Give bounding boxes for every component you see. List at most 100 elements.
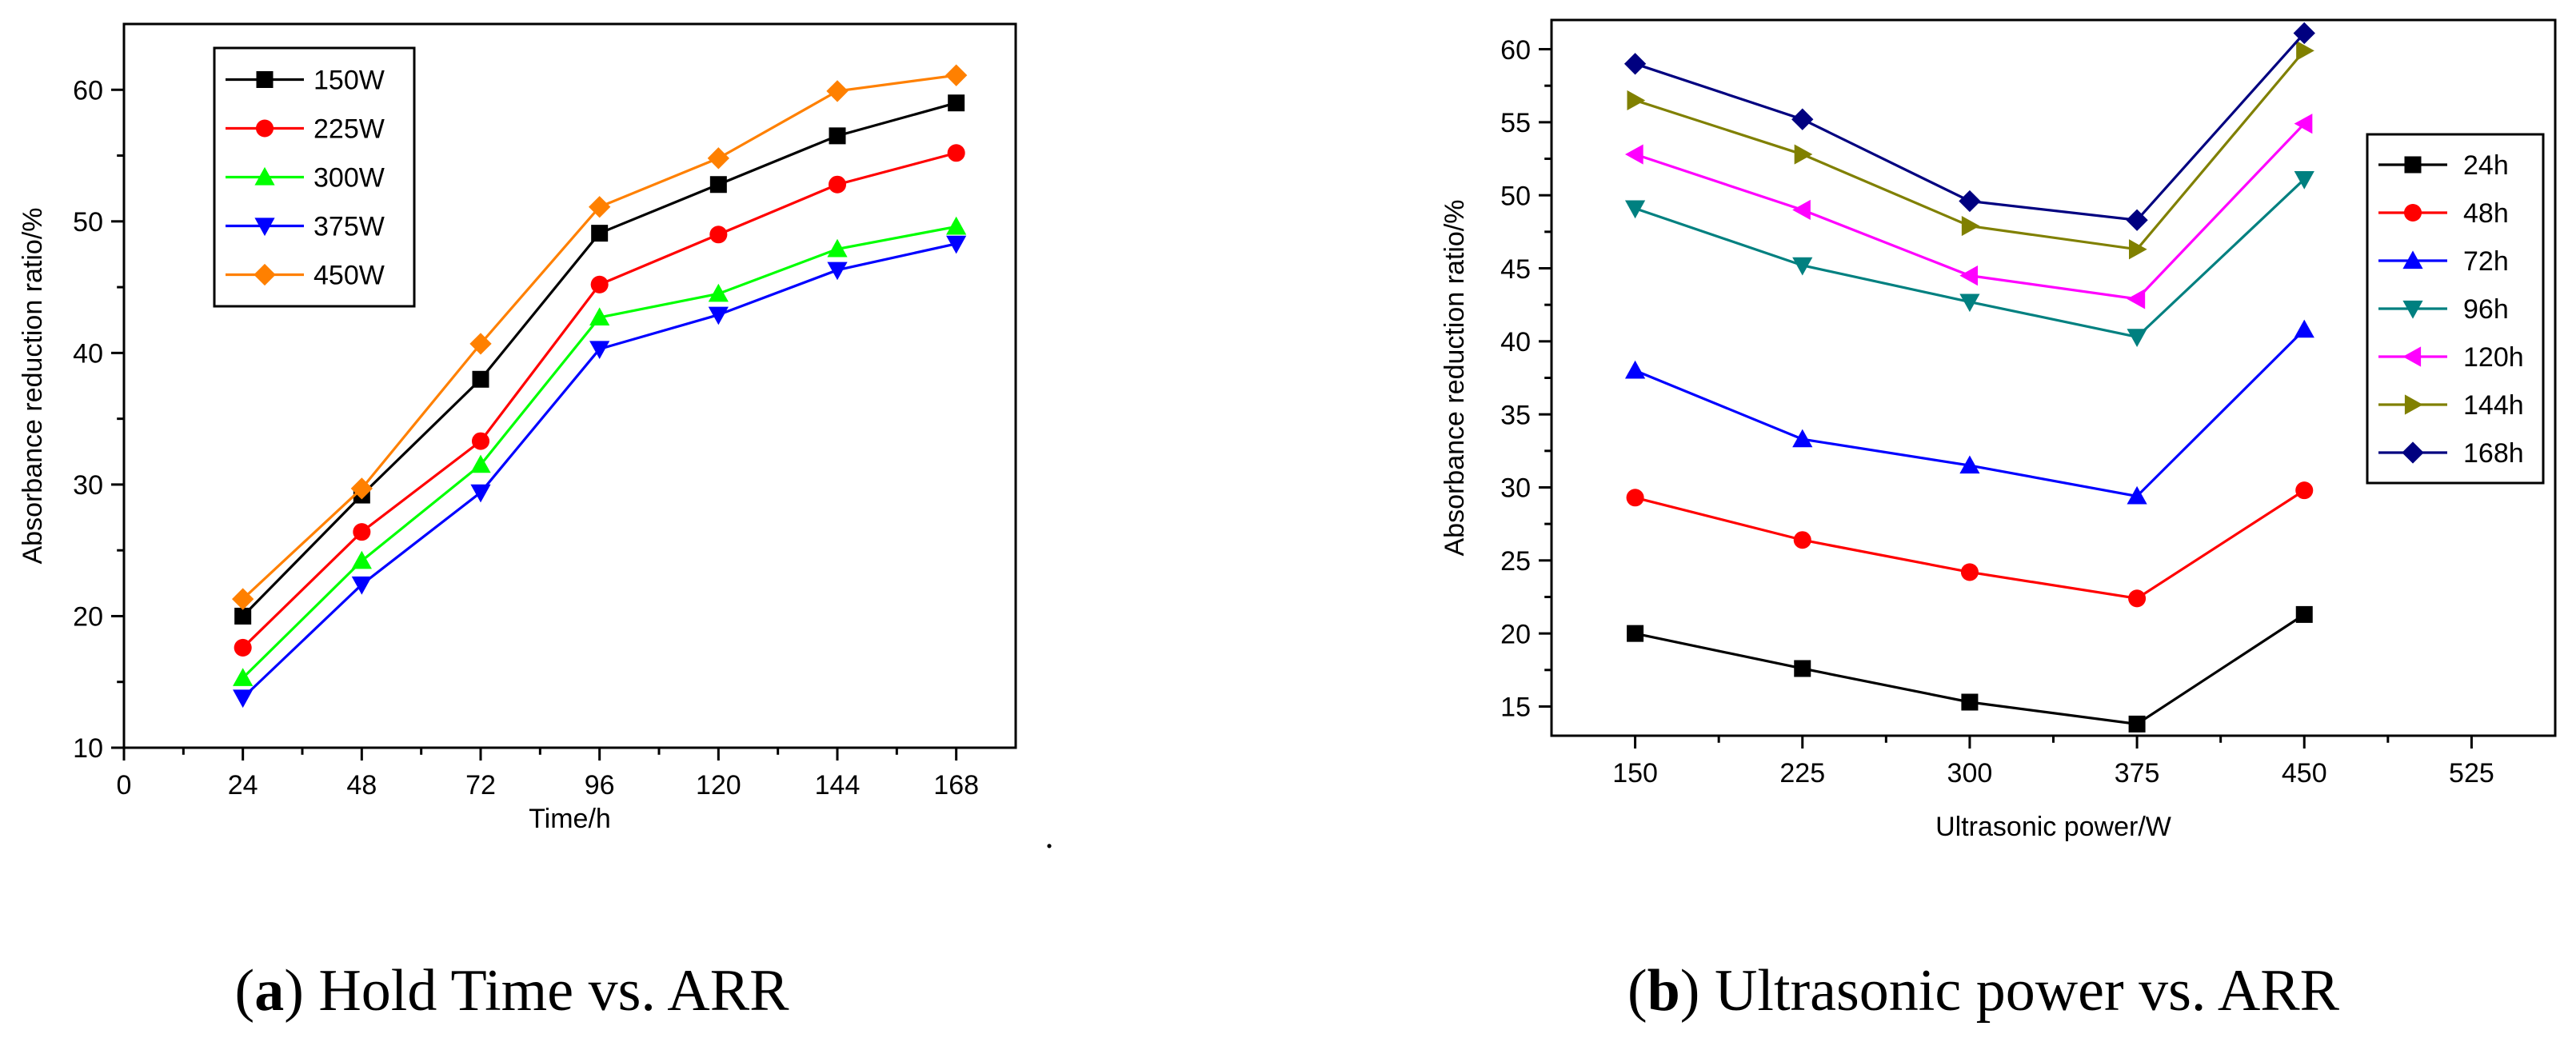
- legend-marker: [2403, 203, 2422, 222]
- x-tick-label: 144: [815, 770, 861, 800]
- data-point: [1627, 90, 1646, 111]
- data-point: [1959, 190, 1981, 213]
- x-tick-label: 72: [465, 770, 496, 800]
- data-point: [234, 638, 252, 657]
- legend-item-300W: 300W: [226, 163, 385, 194]
- data-point: [233, 689, 254, 709]
- legend-item-72h: 72h: [2378, 246, 2509, 277]
- data-point: [1624, 200, 1646, 219]
- caption-b-text: Ultrasonic power vs. ARR: [1715, 958, 2340, 1024]
- legend-label: 150W: [314, 66, 385, 96]
- x-tick-label: 0: [117, 770, 132, 800]
- legend-marker: [2404, 394, 2423, 415]
- series-225W: [234, 144, 965, 657]
- x-tick-label: 120: [696, 770, 741, 800]
- data-point: [948, 94, 965, 112]
- data-point: [2128, 715, 2146, 733]
- data-point: [589, 307, 610, 326]
- legend-label: 72h: [2463, 246, 2509, 277]
- data-point: [2129, 239, 2147, 260]
- data-point: [2127, 485, 2147, 505]
- series-96h: [1624, 171, 2314, 347]
- legend-marker: [254, 218, 275, 237]
- series-375W: [233, 235, 967, 709]
- data-point: [589, 341, 610, 360]
- legend-item-96h: 96h: [2378, 294, 2509, 325]
- data-point: [591, 225, 609, 242]
- legend-label: 225W: [314, 114, 385, 145]
- data-point: [708, 283, 729, 302]
- y-tick-label: 15: [1500, 693, 1531, 723]
- x-tick-label: 450: [2282, 758, 2327, 788]
- data-point: [590, 275, 609, 293]
- data-point: [1959, 455, 1980, 474]
- data-point: [2295, 605, 2313, 623]
- y-tick-label: 10: [73, 733, 103, 764]
- legend-label: 144h: [2463, 390, 2524, 421]
- series-48h: [1626, 481, 2314, 608]
- legend-marker: [2402, 441, 2424, 464]
- series-450W: [232, 64, 968, 610]
- legend-marker: [254, 166, 275, 186]
- legend-marker: [2402, 300, 2423, 319]
- y-tick-label: 50: [73, 207, 103, 238]
- caption-a-text: Hold Time vs. ARR: [318, 958, 789, 1024]
- series-300W: [233, 216, 967, 686]
- data-point: [1793, 531, 1811, 549]
- chart-b-ultrasonic-power: 150 225 300 375 450 525 15 20 25 30 35 40 45 50 55 60 Ul…: [1440, 18, 2557, 842]
- data-point: [946, 216, 967, 235]
- legend-item-225W: 225W: [226, 114, 385, 145]
- data-point: [707, 147, 729, 170]
- data-point: [827, 238, 848, 258]
- data-point: [709, 226, 728, 244]
- data-point: [2294, 171, 2314, 190]
- data-point: [1792, 429, 1813, 448]
- data-point: [1792, 199, 1811, 221]
- legend-item-48h: 48h: [2378, 198, 2509, 229]
- data-point: [947, 144, 965, 162]
- data-point: [709, 176, 727, 194]
- data-point: [2127, 289, 2146, 309]
- legend-label: 375W: [314, 212, 385, 242]
- caption-b: (b) Ultrasonic power vs. ARR: [1627, 958, 2340, 1024]
- x-tick-label: 300: [1947, 758, 1993, 788]
- data-point: [2294, 114, 2313, 134]
- legend-item-120h: 120h: [2378, 342, 2524, 373]
- legend-label: 48h: [2463, 198, 2509, 229]
- y-tick-label: 40: [73, 339, 103, 369]
- y-axis-title: Absorbance reduction ratio/%: [18, 207, 48, 564]
- x-axis-title: Ultrasonic power/W: [1935, 812, 2171, 842]
- legend-label: 24h: [2463, 150, 2509, 181]
- x-axis-title: Time/h: [529, 804, 611, 834]
- y-tick-label: 45: [1500, 254, 1531, 285]
- data-point: [350, 477, 373, 500]
- data-point: [1623, 53, 1647, 75]
- y-axis-title: Absorbance reduction ratio/%: [1440, 199, 1470, 556]
- data-point: [469, 333, 492, 355]
- data-point: [471, 432, 490, 450]
- chart-a-hold-time: 0 24 48 72 96 120 144 168 10 20 30 40 50 60 Time/h Abso…: [18, 22, 1017, 834]
- data-point: [1627, 625, 1644, 642]
- data-point: [829, 127, 846, 145]
- series-168h: [1623, 22, 2315, 231]
- data-point: [1624, 360, 1646, 379]
- data-point: [1960, 563, 1979, 581]
- legend-label: 168h: [2463, 438, 2524, 469]
- x-tick-label: 168: [933, 770, 979, 800]
- y-tick-label: 55: [1500, 108, 1531, 138]
- data-point: [351, 550, 372, 569]
- y-tick-label: 20: [1500, 619, 1531, 649]
- legend-marker: [256, 71, 274, 88]
- legend-label: 450W: [314, 261, 385, 291]
- y-tick-label: 35: [1500, 400, 1531, 430]
- x-tick-label: 525: [2449, 758, 2494, 788]
- legend-marker: [2402, 250, 2423, 269]
- series-144h: [1627, 40, 2314, 260]
- y-tick-label: 60: [73, 76, 103, 106]
- legend-item-144h: 144h: [2378, 390, 2524, 421]
- data-point: [1626, 489, 1644, 507]
- legend: 150W 225W 300W 375W 450W: [213, 46, 416, 308]
- y-tick-label: 50: [1500, 181, 1531, 211]
- data-point: [1794, 144, 1813, 165]
